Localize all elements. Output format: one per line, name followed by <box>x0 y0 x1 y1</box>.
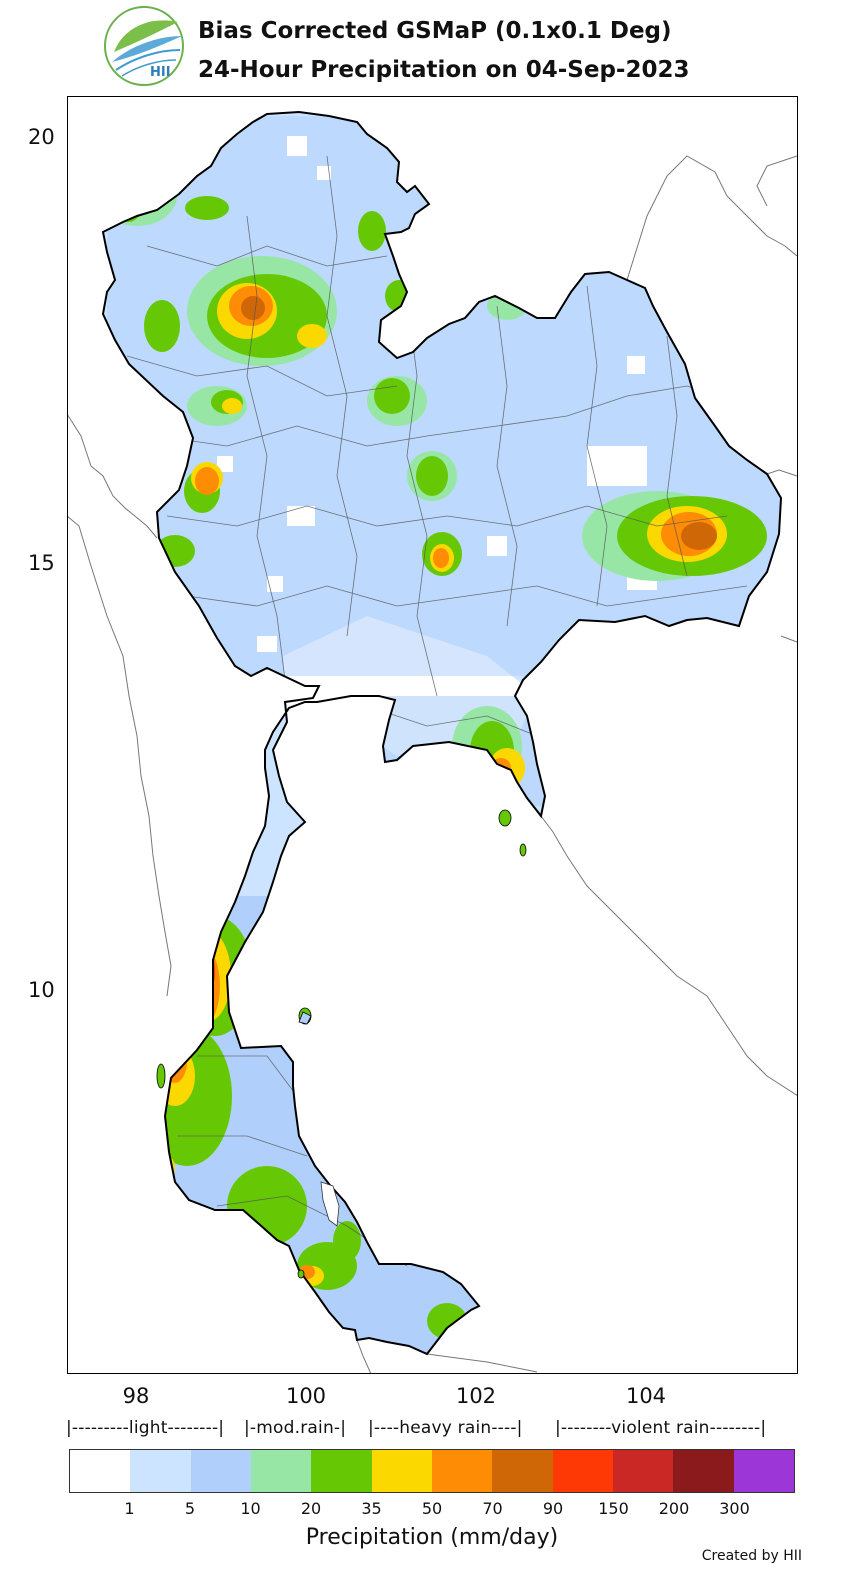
x-tick-98: 98 <box>106 1384 166 1408</box>
hii-logo: HII <box>100 6 188 88</box>
colorbar-swatch <box>191 1450 251 1492</box>
colorbar-swatch <box>311 1450 371 1492</box>
colorbar-swatch <box>734 1450 794 1492</box>
category-moderate: |-mod.rain-| <box>244 1418 346 1438</box>
y-tick-10: 10 <box>28 978 55 1002</box>
colorbar-swatch <box>673 1450 733 1492</box>
colorbar-tick-label: 50 <box>407 1499 457 1518</box>
colorbar-tick-label: 70 <box>468 1499 518 1518</box>
colorbar-tick-label: 10 <box>226 1499 276 1518</box>
y-tick-15: 15 <box>28 551 55 575</box>
colorbar-swatch <box>372 1450 432 1492</box>
colorbar-tick-label: 35 <box>347 1499 397 1518</box>
category-violent: |--------violent rain--------| <box>555 1418 766 1438</box>
category-heavy: |----heavy rain----| <box>368 1418 523 1438</box>
colorbar-tick-label: 150 <box>589 1499 639 1518</box>
credit-text: Created by HII <box>702 1548 802 1564</box>
colorbar-swatch <box>613 1450 673 1492</box>
colorbar-tick-label: 1 <box>105 1499 155 1518</box>
colorbar-tick-label: 5 <box>165 1499 215 1518</box>
title-line-1: Bias Corrected GSMaP (0.1x0.1 Deg) <box>198 18 672 44</box>
title-line-2: 24-Hour Precipitation on 04-Sep-2023 <box>198 57 690 83</box>
logo-text: HII <box>150 65 171 80</box>
colorbar-swatch <box>251 1450 311 1492</box>
colorbar-swatch <box>70 1450 130 1492</box>
colorbar-label: Precipitation (mm/day) <box>0 1525 864 1550</box>
colorbar <box>69 1449 795 1493</box>
category-light: |---------light--------| <box>66 1418 224 1438</box>
colorbar-swatch <box>130 1450 190 1492</box>
y-tick-20: 20 <box>28 125 55 149</box>
colorbar-swatch <box>432 1450 492 1492</box>
colorbar-swatch <box>492 1450 552 1492</box>
colorbar-tick-label: 300 <box>710 1499 760 1518</box>
colorbar-tick-label: 200 <box>649 1499 699 1518</box>
colorbar-tick-label: 90 <box>528 1499 578 1518</box>
x-tick-100: 100 <box>276 1384 336 1408</box>
colorbar-swatch <box>553 1450 613 1492</box>
x-tick-104: 104 <box>616 1384 676 1408</box>
legend-categories: |---------light--------| |-mod.rain-| |-… <box>66 1418 798 1442</box>
precipitation-map <box>67 96 798 1374</box>
x-tick-102: 102 <box>446 1384 506 1408</box>
colorbar-tick-label: 20 <box>286 1499 336 1518</box>
